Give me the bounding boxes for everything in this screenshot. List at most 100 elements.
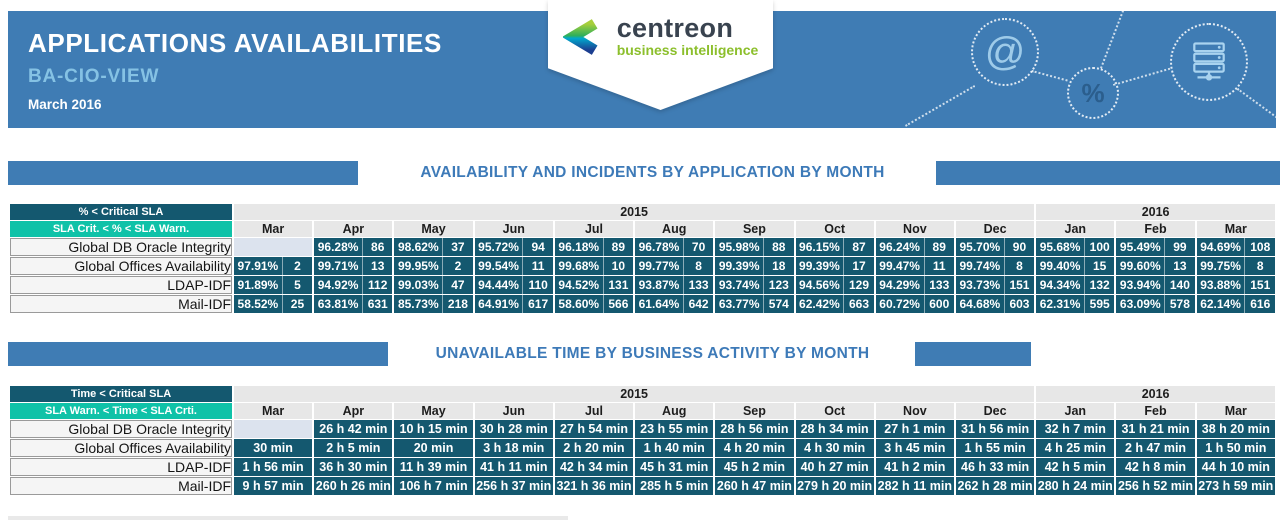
availability-cell-content: 63.09% 578	[1116, 295, 1194, 313]
incident-count: 13	[371, 259, 385, 273]
report-period: March 2016	[28, 97, 102, 112]
availability-cell: 93.74% 123	[715, 276, 794, 294]
table-row: Global DB Oracle Integrity 26 h 42 min 10 …	[10, 420, 1275, 438]
month-header: Oct	[795, 403, 874, 419]
cell-divider	[1003, 238, 1005, 256]
incident-count: 218	[447, 297, 468, 311]
availability-cell: 94.92% 112	[314, 276, 393, 294]
table-row: Global Offices Availability 30 min 2 h 5 m…	[10, 439, 1275, 457]
month-header: Mar	[234, 221, 313, 237]
at-icon: @	[971, 18, 1039, 86]
table-row: Global DB Oracle Integrity 96.28% 86 98.62%…	[10, 238, 1275, 256]
centreon-logo-icon	[562, 19, 598, 55]
availability-cell-content: 97.91% 2	[234, 257, 312, 275]
availability-percent: 99.74%	[959, 259, 1001, 273]
availability-percent: 99.39%	[799, 259, 840, 273]
month-header: Nov	[875, 403, 954, 419]
table-row: Mail-IDF 58.52% 25 63.81% 631 85.73% 218 64.91%…	[10, 295, 1275, 313]
cell-divider	[843, 257, 845, 275]
availability-cell: 95.72% 94	[474, 238, 553, 256]
dotted-line	[905, 85, 976, 127]
availability-cell: 99.54% 11	[474, 257, 553, 275]
availability-percent: 99.77%	[638, 259, 680, 273]
percent-glyph: %	[1081, 77, 1105, 108]
cutoff-row-remnant	[8, 516, 568, 520]
unavailable-time-cell: 41 h 11 min	[474, 458, 553, 476]
incident-count: 88	[772, 240, 786, 254]
availability-percent: 58.60%	[558, 297, 600, 311]
cell-divider	[1164, 276, 1166, 294]
availability-percent: 95.98%	[718, 240, 760, 254]
cell-divider	[923, 238, 925, 256]
availability-percent: 99.03%	[397, 278, 439, 292]
availability-percent: 93.73%	[959, 278, 1001, 292]
cell-divider	[1244, 295, 1246, 313]
section-title: UNAVAILABLE TIME BY BUSINESS ACTIVITY BY…	[435, 345, 870, 362]
availability-percent: 95.49%	[1119, 240, 1161, 254]
row-label: LDAP-IDF	[10, 458, 232, 476]
availability-cell: 58.60% 566	[554, 295, 634, 313]
cell-divider	[682, 276, 684, 294]
incident-count: 140	[1169, 278, 1190, 292]
empty-cell	[234, 420, 313, 438]
table-row: LDAP-IDF 91.89% 5 94.92% 112 99.03% 47 94.44% 11…	[10, 276, 1275, 294]
availability-cell-content: 94.44% 110	[475, 276, 553, 294]
cell-divider	[602, 295, 604, 313]
availability-cell: 99.95% 2	[394, 257, 473, 275]
unavailable-time-cell: 280 h 24 min	[1036, 477, 1115, 495]
title-bar-left	[8, 161, 358, 185]
availability-cell-content: 91.89% 5	[234, 276, 312, 294]
availability-percent: 94.29%	[879, 278, 920, 292]
unavailable-time-cell: 262 h 28 min	[955, 477, 1035, 495]
year-header: 2015	[234, 386, 1035, 402]
brand-name: centreon	[616, 12, 734, 43]
availability-cell: 63.09% 578	[1116, 295, 1195, 313]
cell-divider	[843, 295, 845, 313]
availability-percent: 93.74%	[718, 278, 760, 292]
cell-divider	[923, 295, 925, 313]
cell-divider	[1083, 257, 1085, 275]
unavailable-time-cell: 260 h 47 min	[715, 477, 794, 495]
cell-divider	[442, 238, 444, 256]
availability-cell: 94.56% 129	[795, 276, 874, 294]
incident-count: 37	[451, 240, 465, 254]
availability-cell-content: 96.18% 89	[555, 238, 633, 256]
cell-divider	[682, 238, 684, 256]
unavailable-time-cell: 256 h 52 min	[1116, 477, 1195, 495]
unavailable-time-cell: 23 h 55 min	[635, 420, 714, 438]
cell-divider	[1244, 238, 1246, 256]
year-header: 2015	[234, 204, 1035, 220]
legend-critical-sla: % < Critical SLA	[10, 204, 232, 220]
cell-divider	[843, 238, 845, 256]
cell-divider	[1083, 295, 1085, 313]
unavailable-time-cell: 1 h 56 min	[234, 458, 313, 476]
availability-percent: 93.94%	[1119, 278, 1161, 292]
availability-cell: 62.31% 595	[1036, 295, 1115, 313]
cell-divider	[1244, 257, 1246, 275]
availability-percent: 63.09%	[1119, 297, 1161, 311]
month-header: Jul	[554, 403, 634, 419]
availability-cell: 97.91% 2	[234, 257, 313, 275]
row-label: Mail-IDF	[10, 477, 232, 495]
availability-cell-content: 99.95% 2	[394, 257, 472, 275]
year-header: 2016	[1036, 204, 1275, 220]
legend-critical-sla: Time < Critical SLA	[10, 386, 232, 402]
unavailable-time-cell: 44 h 10 min	[1196, 458, 1275, 476]
availability-percent: 93.88%	[1200, 278, 1241, 292]
incident-count: 108	[1250, 240, 1271, 254]
availability-cell-content: 62.14% 616	[1197, 295, 1275, 313]
cell-divider	[763, 276, 765, 294]
availability-cell: 62.14% 616	[1196, 295, 1275, 313]
availability-percent: 99.47%	[879, 259, 920, 273]
availability-cell-content: 95.49% 99	[1116, 238, 1194, 256]
title-bar-right	[915, 342, 1031, 366]
table-row: Global Offices Availability 97.91% 2 99.71%…	[10, 257, 1275, 275]
availability-percent: 96.15%	[799, 240, 840, 254]
unavailable-time-cell: 26 h 42 min	[314, 420, 393, 438]
availability-percent: 95.72%	[478, 240, 519, 254]
unavailable-time-cell: 38 h 20 min	[1196, 420, 1275, 438]
incident-count: 5	[294, 278, 301, 292]
incident-count: 151	[1009, 278, 1030, 292]
availability-cell-content: 93.74% 123	[715, 276, 793, 294]
month-header: Mar	[234, 403, 313, 419]
